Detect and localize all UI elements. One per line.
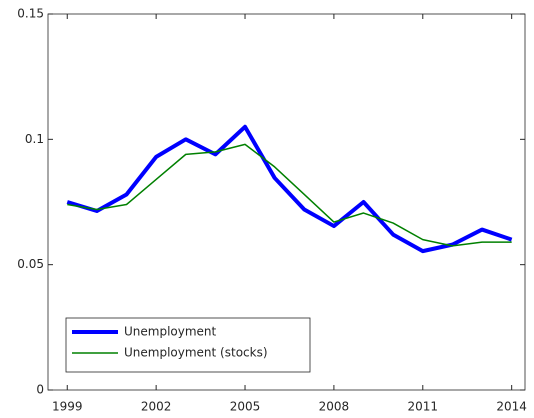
x-tick-label: 1999 [52,400,83,414]
x-tick-label: 2011 [408,400,439,414]
x-tick-label: 2002 [141,400,172,414]
y-tick-label: 0.15 [17,7,44,21]
line [67,143,512,247]
legend: Unemployment Unemployment (stocks) [65,317,311,373]
legend-box [65,317,311,373]
legend-label: Unemployment (stocks) [124,346,268,360]
x-tick-label: 2008 [319,400,350,414]
y-tick-label: 0.1 [25,132,44,146]
legend-label: Unemployment [124,325,217,339]
x-tick-label: 2005 [230,400,261,414]
y-tick-label: 0 [36,383,44,397]
line [66,124,513,254]
x-tick-label: 2014 [496,400,527,414]
y-tick-label: 0.05 [17,257,44,271]
